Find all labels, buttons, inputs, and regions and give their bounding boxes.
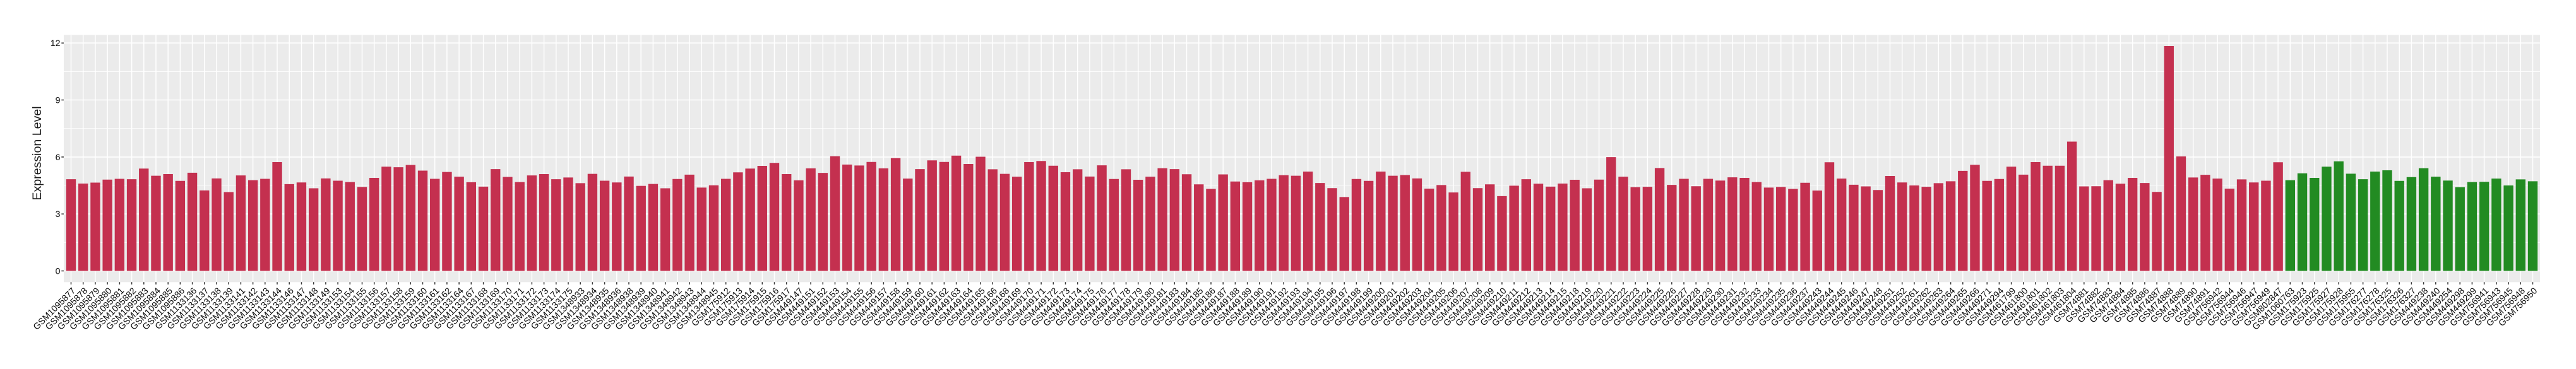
svg-text:9: 9 <box>56 96 61 106</box>
svg-text:0: 0 <box>56 267 61 277</box>
svg-text:6: 6 <box>56 153 61 163</box>
svg-text:Expression Level: Expression Level <box>30 106 44 200</box>
svg-text:3: 3 <box>56 209 61 220</box>
svg-text:12: 12 <box>51 38 61 49</box>
